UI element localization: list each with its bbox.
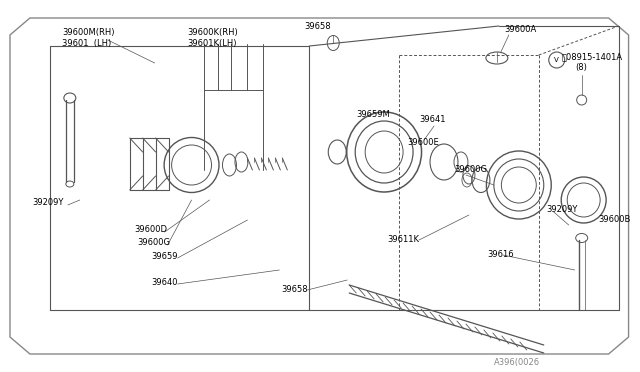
Text: 39600G: 39600G [454,165,487,174]
Text: 39600E: 39600E [407,138,439,147]
Text: 39641: 39641 [419,115,445,124]
Text: 39611K: 39611K [387,235,419,244]
Text: 39658: 39658 [304,22,331,31]
Text: 39600D: 39600D [134,225,168,234]
Text: 39601K(LH): 39601K(LH) [188,39,237,48]
Text: 39616: 39616 [487,250,513,259]
Text: 39600M(RH): 39600M(RH) [62,28,115,37]
Text: 39600G: 39600G [138,238,171,247]
Text: Ⓥ08915-1401A: Ⓥ08915-1401A [562,52,623,61]
Text: 39600K(RH): 39600K(RH) [188,28,238,37]
Text: 39659: 39659 [152,252,178,261]
Text: A396(0026: A396(0026 [494,358,540,367]
Text: 39209Y: 39209Y [547,205,578,214]
Text: 39600A: 39600A [504,25,536,34]
Text: 39640: 39640 [152,278,178,287]
Text: 39600B: 39600B [598,215,631,224]
Text: (8): (8) [576,63,588,72]
Text: 39601  (LH): 39601 (LH) [62,39,111,48]
Text: V: V [554,57,559,63]
Text: 39659M: 39659M [356,110,390,119]
Text: 39658: 39658 [282,285,308,294]
Text: 39209Y: 39209Y [32,198,63,207]
